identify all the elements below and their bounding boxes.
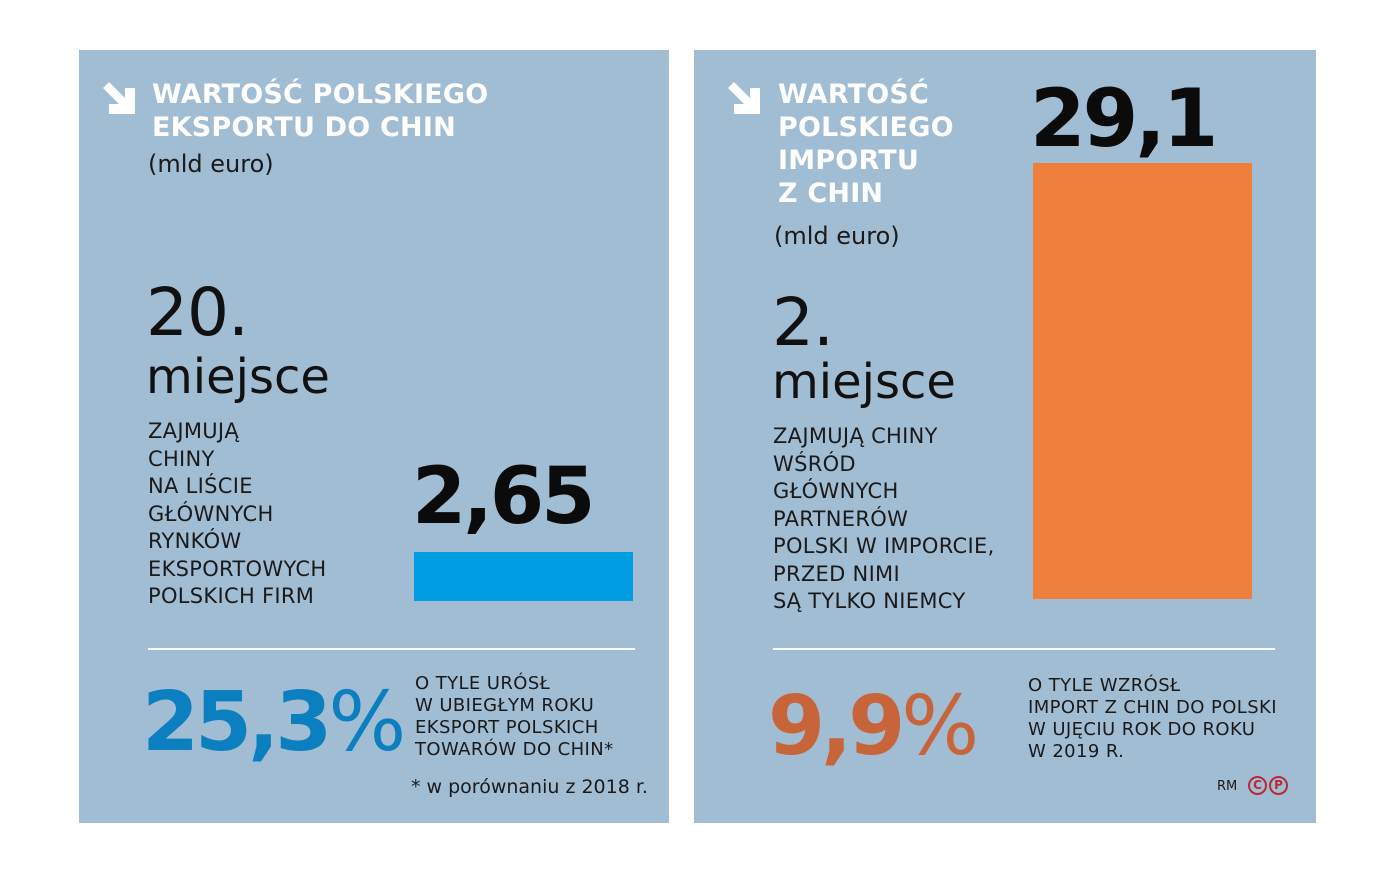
import-growth-percent: 9,9% bbox=[768, 686, 979, 768]
export-rank-word: miejsce bbox=[146, 349, 330, 405]
import-growth-number: 9,9 bbox=[768, 679, 905, 774]
percent-sign: % bbox=[901, 679, 979, 774]
import-rank-number: 2. bbox=[772, 284, 834, 361]
export-panel: WARTOŚĆ POLSKIEGO EKSPORTU DO CHIN (mld … bbox=[79, 50, 669, 823]
phonogram-icon: P bbox=[1269, 776, 1288, 795]
arrow-down-right-icon bbox=[728, 82, 760, 114]
export-growth-number: 25,3 bbox=[142, 675, 332, 770]
export-unit: (mld euro) bbox=[148, 150, 274, 178]
export-rank-description: ZAJMUJĄ CHINY NA LIŚCIE GŁÓWNYCH RYNKÓW … bbox=[148, 419, 327, 608]
import-panel: WARTOŚĆ POLSKIEGO IMPORTU Z CHIN (mld eu… bbox=[694, 50, 1316, 823]
import-title: WARTOŚĆ POLSKIEGO IMPORTU Z CHIN bbox=[778, 79, 954, 209]
export-growth-description: O TYLE URÓSŁ W UBIEGŁYM ROKU EKSPORT POL… bbox=[415, 673, 614, 760]
copyright-marks: C P bbox=[1248, 776, 1288, 795]
divider bbox=[148, 648, 635, 650]
export-bar bbox=[414, 552, 633, 601]
author-credit: RM bbox=[1217, 779, 1238, 794]
divider bbox=[773, 648, 1275, 650]
import-rank-word: miejsce bbox=[772, 354, 956, 410]
import-growth-description: O TYLE WZRÓSŁ IMPORT Z CHIN DO POLSKI W … bbox=[1028, 675, 1277, 762]
export-growth-percent: 25,3% bbox=[142, 682, 406, 764]
export-footnote: * w porównaniu z 2018 r. bbox=[411, 776, 648, 798]
import-rank-description: ZAJMUJĄ CHINY WŚRÓD GŁÓWNYCH PARTNERÓW P… bbox=[773, 424, 995, 613]
export-rank-number: 20. bbox=[146, 274, 249, 351]
percent-sign: % bbox=[328, 675, 406, 770]
copyright-icon: C bbox=[1248, 776, 1267, 795]
arrow-down-right-icon bbox=[103, 82, 135, 114]
export-title: WARTOŚĆ POLSKIEGO EKSPORTU DO CHIN bbox=[152, 79, 489, 143]
export-value-label: 2,65 bbox=[412, 452, 595, 542]
import-value-label: 29,1 bbox=[1030, 72, 1218, 165]
import-unit: (mld euro) bbox=[774, 222, 900, 250]
import-bar bbox=[1033, 163, 1252, 599]
